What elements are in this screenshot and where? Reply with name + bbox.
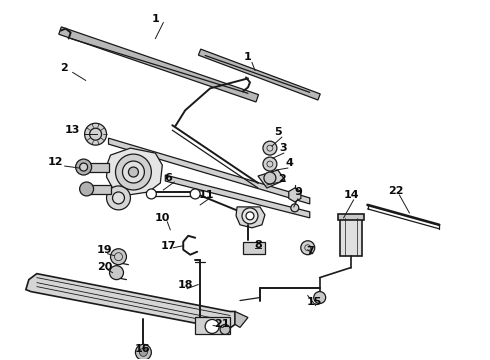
Text: 18: 18 <box>177 280 193 289</box>
Polygon shape <box>106 148 162 195</box>
Polygon shape <box>338 214 364 220</box>
Text: 21: 21 <box>214 319 230 329</box>
Polygon shape <box>243 242 265 254</box>
Circle shape <box>242 208 258 224</box>
Text: 7: 7 <box>306 246 314 256</box>
Circle shape <box>85 123 106 145</box>
Polygon shape <box>236 207 265 228</box>
Circle shape <box>106 186 130 210</box>
Polygon shape <box>289 188 301 202</box>
Text: 1: 1 <box>151 14 159 24</box>
Text: 19: 19 <box>97 245 112 255</box>
Circle shape <box>116 154 151 190</box>
Circle shape <box>291 204 299 212</box>
Polygon shape <box>198 49 320 100</box>
Circle shape <box>110 266 123 280</box>
Circle shape <box>75 159 92 175</box>
Polygon shape <box>235 311 248 328</box>
Text: 14: 14 <box>344 190 359 200</box>
Polygon shape <box>258 170 285 188</box>
Polygon shape <box>340 218 362 256</box>
Circle shape <box>263 141 277 155</box>
Circle shape <box>128 167 138 177</box>
Text: 6: 6 <box>164 173 172 183</box>
Circle shape <box>243 210 253 220</box>
Circle shape <box>314 292 326 303</box>
Circle shape <box>122 161 145 183</box>
Text: 4: 4 <box>286 158 294 168</box>
Circle shape <box>246 212 254 220</box>
Circle shape <box>205 319 219 333</box>
Polygon shape <box>86 163 108 172</box>
Text: 15: 15 <box>307 297 322 306</box>
Text: 16: 16 <box>135 345 150 354</box>
Text: 17: 17 <box>161 241 176 251</box>
Text: 2: 2 <box>60 63 68 73</box>
Text: 1: 1 <box>244 53 252 63</box>
Polygon shape <box>59 27 259 102</box>
Circle shape <box>140 348 147 356</box>
Circle shape <box>80 182 94 196</box>
Text: 9: 9 <box>295 187 303 197</box>
Circle shape <box>301 241 315 255</box>
Circle shape <box>190 189 200 199</box>
Polygon shape <box>195 318 230 334</box>
Text: 3: 3 <box>279 143 287 153</box>
Text: 22: 22 <box>388 186 403 196</box>
Circle shape <box>264 172 276 184</box>
Text: 8: 8 <box>254 240 262 250</box>
Circle shape <box>263 157 277 171</box>
Text: 12: 12 <box>48 157 64 167</box>
Text: 2: 2 <box>278 174 286 184</box>
Circle shape <box>135 345 151 360</box>
Polygon shape <box>89 185 111 194</box>
Polygon shape <box>26 274 235 329</box>
Text: 5: 5 <box>274 127 282 137</box>
Circle shape <box>147 189 156 199</box>
Text: 10: 10 <box>155 213 170 223</box>
Circle shape <box>220 324 230 334</box>
Text: 20: 20 <box>97 262 112 272</box>
Polygon shape <box>165 175 310 218</box>
Text: 11: 11 <box>198 190 214 200</box>
Circle shape <box>80 163 88 171</box>
Circle shape <box>111 249 126 265</box>
Text: 13: 13 <box>65 125 80 135</box>
Polygon shape <box>108 138 310 204</box>
Circle shape <box>113 192 124 204</box>
